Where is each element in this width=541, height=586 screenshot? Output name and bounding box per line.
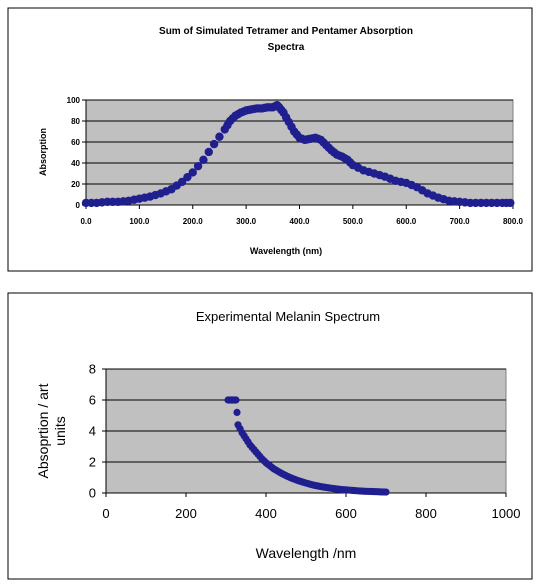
chart-1-title-line-1: Sum of Simulated Tetramer and Pentamer A… [159, 26, 413, 37]
chart-2-series [224, 396, 390, 496]
chart-2-x-tick-label: 200 [175, 506, 197, 521]
chart-2-y-tick-label: 0 [89, 486, 96, 501]
chart-1-data-point-fill [193, 161, 203, 171]
chart-1-x-tick-label: 300.0 [236, 217, 257, 226]
chart-2-y-tick-label: 8 [89, 362, 96, 377]
chart-1-y-axis-label: Absorption [38, 128, 48, 176]
chart-2-x-tick-label: 600 [335, 506, 357, 521]
chart-1-x-tick-label: 600.0 [396, 217, 417, 226]
chart-2: Experimental Melanin Spectrum 0 2 4 6 8 0 200… [7, 292, 533, 580]
chart-1-x-tick-label: 100.0 [129, 217, 150, 226]
chart-1-data-point [209, 139, 219, 149]
chart-1-y-tick-label: 0 [76, 201, 81, 210]
chart-1-x-tick-label: 800.0 [503, 217, 524, 226]
chart-2-x-ticks: 0 200 400 600 800 1000 [102, 492, 521, 521]
chart-1-x-tick-label: 200.0 [183, 217, 204, 226]
chart-1-data-point [188, 168, 197, 177]
chart-1-data-point-fill [204, 147, 213, 157]
chart-1-data-point [506, 198, 515, 208]
chart-1-y-tick-label: 80 [71, 117, 80, 126]
chart-2-y-axis-label-line-2: units [52, 416, 68, 446]
chart-1-y-tick-label: 60 [71, 138, 80, 147]
chart-2-x-axis-label: Wavelength /nm [256, 545, 357, 561]
chart-1-x-tick-label: 0.0 [80, 217, 92, 226]
chart-2-data-point [382, 488, 390, 496]
chart-1-plot-area [85, 99, 514, 206]
chart-1-data-point-fill [215, 132, 224, 141]
chart-1-data-point [199, 155, 208, 165]
chart-1-y-tick-label: 40 [71, 159, 80, 168]
chart-2-y-tick-label: 4 [89, 424, 96, 439]
chart-2-x-tick-label: 800 [415, 506, 437, 521]
chart-2-x-tick-label: 0 [102, 506, 109, 521]
chart-2-x-tick-label: 1000 [492, 506, 521, 521]
chart-2-y-tick-label: 2 [89, 455, 96, 470]
chart-1-y-tick-label: 100 [67, 96, 81, 105]
chart-2-data-point-fill [233, 408, 241, 416]
chart-1: Sum of Simulated Tetramer and Pentamer A… [7, 7, 533, 272]
chart-2-y-ticks: 0 2 4 6 8 [89, 362, 107, 501]
chart-1-series [81, 101, 515, 208]
chart-2-y-axis-label-line-1: Absoprtion / art [35, 383, 51, 478]
chart-2-title: Experimental Melanin Spectrum [196, 309, 380, 324]
chart-1-x-tick-label: 700.0 [450, 217, 471, 226]
chart-1-y-tick-label: 20 [71, 180, 80, 189]
chart-1-x-axis-label: Wavelength (nm) [250, 246, 322, 256]
chart-1-x-tick-label: 400.0 [289, 217, 310, 226]
chart-1-title-line-2: Spectra [268, 42, 305, 53]
chart-2-y-axis-label: Absoprtion / art units [35, 383, 68, 478]
chart-1-x-ticks: 0.0 100.0 200.0 300.0 400.0 500.0 600.0 700.0 80… [80, 204, 524, 226]
chart-2-x-tick-label: 400 [255, 506, 277, 521]
chart-1-x-tick-label: 500.0 [343, 217, 364, 226]
chart-2-y-tick-label: 6 [89, 393, 96, 408]
chart-2-data-point [232, 396, 240, 404]
